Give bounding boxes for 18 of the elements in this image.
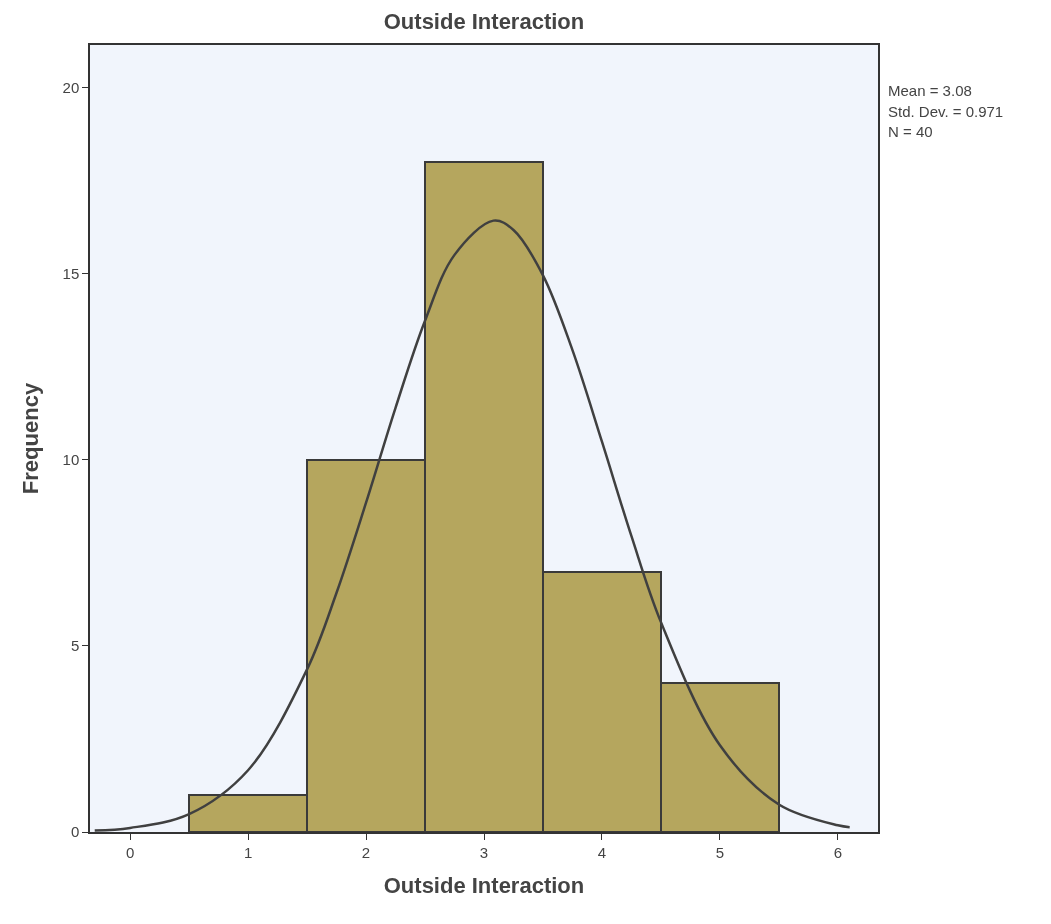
chart-title: Outside Interaction [383,9,585,35]
x-tick-label: 2 [361,843,371,861]
y-tick-label: 5 [70,637,80,655]
text: Mean = 3.08 [888,82,972,99]
x-tick-label: 3 [479,843,489,861]
y-tick-label: 0 [70,823,80,841]
text: N = 40 [888,123,933,140]
y-tick-label: 10 [62,451,80,469]
x-axis-title: Outside Interaction [383,873,585,899]
x-tick-label: 0 [125,843,135,861]
x-tick-label: 4 [597,843,607,861]
x-tick-label: 6 [833,843,843,861]
text: Std. Dev. = 0.971 [888,103,1004,120]
x-tick-label: 5 [715,843,725,861]
y-axis-title: Frequency [17,382,43,495]
y-tick-label: 20 [62,79,80,97]
x-tick-label: 1 [243,843,253,861]
y-tick-label: 15 [62,265,80,283]
